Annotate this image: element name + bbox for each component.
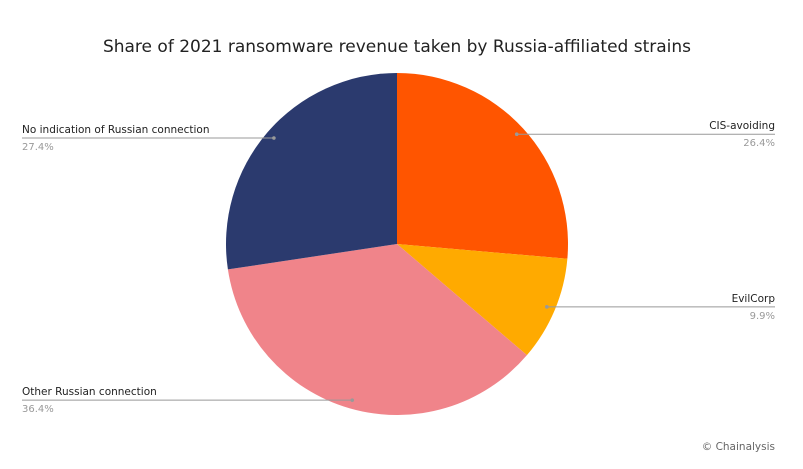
leader-dot	[350, 398, 355, 402]
slice-value: 27.4%	[22, 142, 54, 153]
pie-slice	[226, 73, 397, 270]
leader-dot	[514, 132, 519, 136]
slice-label: No indication of Russian connection	[22, 124, 210, 136]
slice-label: CIS-avoiding	[709, 120, 775, 132]
pie-slice	[227, 244, 527, 415]
credit: © Chainalysis	[702, 441, 775, 453]
pie-slice	[397, 73, 568, 259]
leader-dot	[545, 305, 549, 309]
pie-slice	[397, 244, 568, 356]
slice-value: 9.9%	[750, 311, 775, 322]
chart-title: Share of 2021 ransomware revenue taken b…	[103, 37, 691, 57]
leader-dot	[272, 136, 276, 140]
slice-label: Other Russian connection	[22, 386, 157, 398]
slice-value: 36.4%	[22, 404, 54, 415]
slice-label: EvilCorp	[732, 293, 776, 305]
slice-value: 26.4%	[743, 138, 775, 149]
